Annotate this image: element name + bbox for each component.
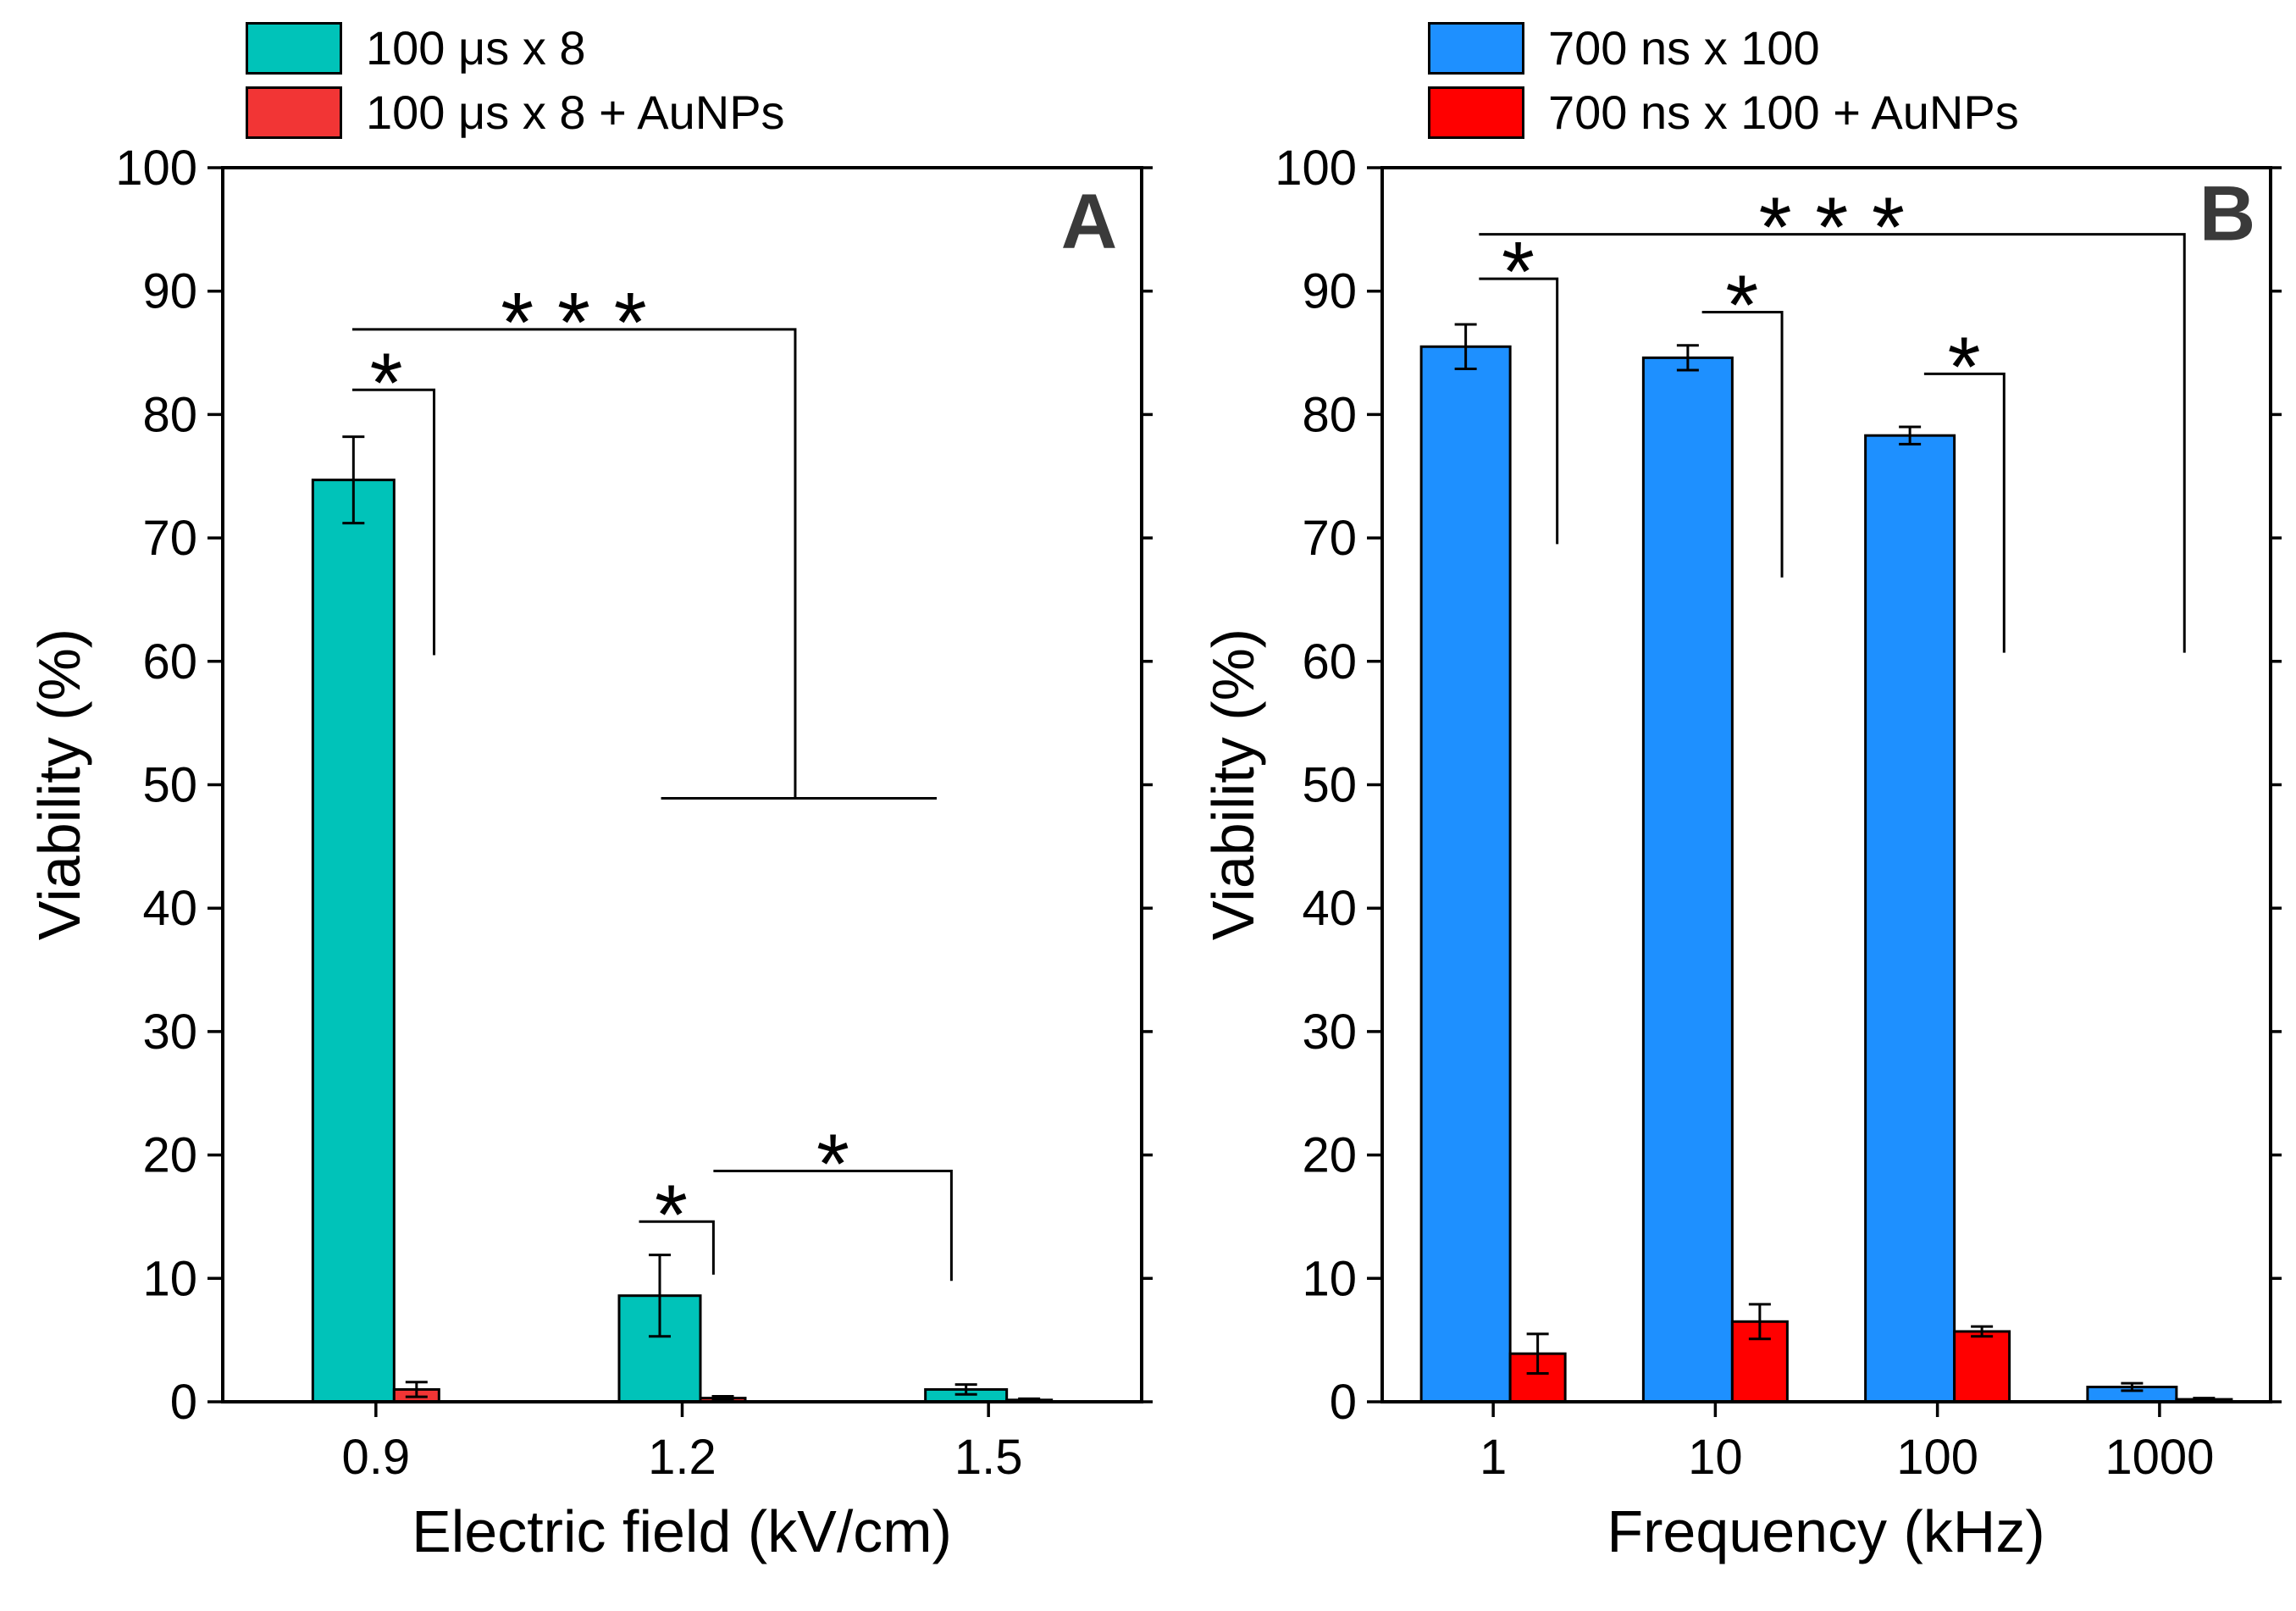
y-tick-label: 20 bbox=[1302, 1128, 1357, 1183]
legend-swatch-red bbox=[246, 86, 342, 139]
bar bbox=[1953, 1330, 2011, 1403]
significance-label: * * * bbox=[1759, 180, 1905, 275]
significance-label: * bbox=[1502, 224, 1535, 319]
y-tick-label: 10 bbox=[1302, 1251, 1357, 1306]
plot-frame bbox=[1380, 166, 2272, 1403]
bar bbox=[311, 479, 396, 1403]
significance-label: * bbox=[1948, 319, 1981, 414]
x-axis-title-panel-a: Electric field (kV/cm) bbox=[412, 1498, 952, 1564]
legend-item: 100 μs x 8 bbox=[246, 22, 785, 75]
significance-label: * bbox=[816, 1117, 849, 1212]
legend-item: 700 ns x 100 + AuNPs bbox=[1428, 86, 2019, 139]
x-tick-label: 0.9 bbox=[342, 1430, 411, 1485]
bar bbox=[1419, 345, 1512, 1403]
legend-label: 700 ns x 100 + AuNPs bbox=[1548, 86, 2019, 139]
significance-label: * bbox=[370, 335, 403, 430]
significance-bracket bbox=[351, 388, 436, 656]
significance-label: * bbox=[655, 1167, 688, 1262]
x-tick-label: 1000 bbox=[2105, 1430, 2214, 1485]
legend-swatch-red bbox=[1428, 86, 1524, 139]
y-tick-label: 10 bbox=[142, 1251, 197, 1306]
plot-frame bbox=[221, 166, 1143, 1403]
significance-bracket bbox=[639, 1220, 715, 1275]
y-tick-label: 30 bbox=[142, 1005, 197, 1060]
significance-bracket bbox=[351, 328, 797, 799]
y-tick-label: 60 bbox=[1302, 634, 1357, 689]
y-tick-label: 50 bbox=[142, 758, 197, 813]
y-tick-label: 80 bbox=[1302, 387, 1357, 442]
legend-label: 100 μs x 8 + AuNPs bbox=[366, 86, 785, 139]
y-tick-label: 0 bbox=[170, 1375, 197, 1430]
y-tick-label: 50 bbox=[1302, 758, 1357, 813]
x-tick-label: 10 bbox=[1688, 1430, 1743, 1485]
panel-label-a: A bbox=[1060, 178, 1118, 265]
legend-item: 700 ns x 100 bbox=[1428, 22, 2019, 75]
significance-bracket bbox=[1479, 233, 2186, 653]
y-axis-title-panel-a: Viability (%) bbox=[26, 628, 92, 941]
panel-label-b: B bbox=[2199, 170, 2256, 257]
y-tick-label: 90 bbox=[142, 264, 197, 319]
y-tick-label: 40 bbox=[142, 881, 197, 936]
legend-swatch-teal bbox=[246, 22, 342, 75]
y-tick-label: 90 bbox=[1302, 264, 1357, 319]
y-tick-label: 20 bbox=[142, 1128, 197, 1183]
bar bbox=[1641, 356, 1734, 1403]
significance-label: * * * bbox=[501, 275, 646, 370]
x-tick-label: 100 bbox=[1896, 1430, 1978, 1485]
y-tick-label: 40 bbox=[1302, 881, 1357, 936]
x-axis-title-panel-b: Frequency (kHz) bbox=[1607, 1498, 2045, 1564]
y-tick-label: 0 bbox=[1330, 1375, 1357, 1430]
significance-bracket bbox=[1923, 372, 2006, 653]
x-tick-label: 1.2 bbox=[648, 1430, 716, 1485]
y-tick-label: 70 bbox=[142, 511, 197, 566]
significance-bracket bbox=[1701, 310, 1784, 578]
y-tick-label: 60 bbox=[142, 634, 197, 689]
y-tick-label: 100 bbox=[115, 141, 197, 196]
legend-label: 100 μs x 8 bbox=[366, 21, 586, 75]
y-tick-label: 70 bbox=[1302, 511, 1357, 566]
legend-panel-b: 700 ns x 100 700 ns x 100 + AuNPs bbox=[1428, 22, 2019, 139]
significance-bracket bbox=[713, 1170, 953, 1282]
legend-swatch-blue bbox=[1428, 22, 1524, 75]
y-tick-label: 30 bbox=[1302, 1005, 1357, 1060]
legend-label: 700 ns x 100 bbox=[1548, 21, 1820, 75]
significance-bracket bbox=[1479, 277, 1559, 545]
bar bbox=[1864, 434, 1956, 1403]
x-tick-label: 1.5 bbox=[954, 1430, 1023, 1485]
legend-item: 100 μs x 8 + AuNPs bbox=[246, 86, 785, 139]
significance-label: * bbox=[1725, 257, 1758, 352]
x-tick-label: 1 bbox=[1480, 1430, 1507, 1485]
y-axis-title-panel-b: Viability (%) bbox=[1200, 628, 1266, 941]
legend-panel-a: 100 μs x 8 100 μs x 8 + AuNPs bbox=[246, 22, 785, 139]
y-tick-label: 80 bbox=[142, 387, 197, 442]
y-tick-label: 100 bbox=[1275, 141, 1357, 196]
